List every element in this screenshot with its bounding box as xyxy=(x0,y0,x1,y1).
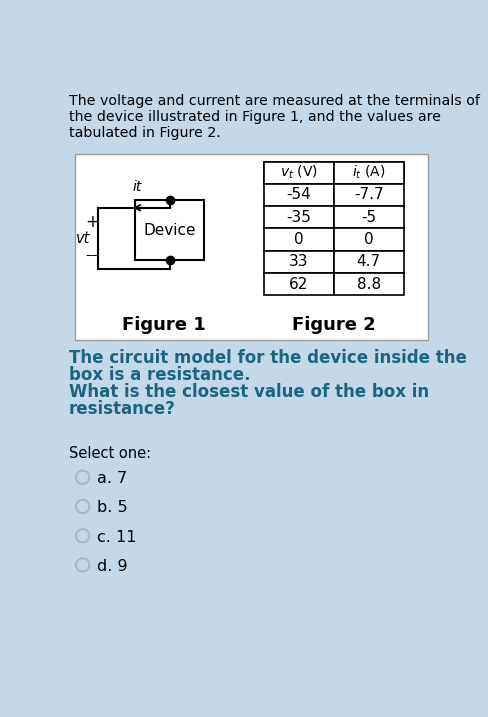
Text: a. 7: a. 7 xyxy=(97,471,127,486)
Bar xyxy=(334,273,404,295)
Bar xyxy=(264,273,334,295)
Bar xyxy=(75,154,427,340)
Text: -5: -5 xyxy=(361,210,376,225)
Text: 0: 0 xyxy=(364,232,373,247)
Text: 4.7: 4.7 xyxy=(357,255,381,270)
Text: 62: 62 xyxy=(289,277,308,292)
Text: 0: 0 xyxy=(294,232,304,247)
Circle shape xyxy=(78,473,88,483)
Circle shape xyxy=(76,558,90,572)
Text: Figure 2: Figure 2 xyxy=(292,316,376,334)
Text: -7.7: -7.7 xyxy=(354,187,384,202)
Text: -54: -54 xyxy=(286,187,311,202)
Circle shape xyxy=(79,503,86,510)
Bar xyxy=(334,184,404,206)
Text: ––: –– xyxy=(86,249,98,262)
Text: box is a resistance.: box is a resistance. xyxy=(69,366,250,384)
Circle shape xyxy=(79,474,86,480)
Text: 33: 33 xyxy=(289,255,309,270)
Text: b. 5: b. 5 xyxy=(97,500,127,516)
Bar xyxy=(264,206,334,229)
Text: The voltage and current are measured at the terminals of
the device illustrated : The voltage and current are measured at … xyxy=(69,94,480,140)
Text: vt: vt xyxy=(76,231,90,246)
Text: +: + xyxy=(85,212,99,231)
Circle shape xyxy=(79,532,86,539)
Text: $i_t$ (A): $i_t$ (A) xyxy=(352,164,386,181)
Circle shape xyxy=(76,500,90,513)
Bar xyxy=(334,206,404,229)
Circle shape xyxy=(76,470,90,484)
Circle shape xyxy=(78,501,88,511)
Text: Device: Device xyxy=(143,222,196,237)
Bar xyxy=(264,161,334,184)
Bar xyxy=(334,229,404,251)
Text: The circuit model for the device inside the: The circuit model for the device inside … xyxy=(69,349,467,367)
Text: Figure 1: Figure 1 xyxy=(122,316,206,334)
Bar xyxy=(334,161,404,184)
Circle shape xyxy=(76,529,90,543)
Bar xyxy=(135,200,204,260)
Text: $v_t$ (V): $v_t$ (V) xyxy=(280,164,318,181)
Bar xyxy=(264,184,334,206)
Circle shape xyxy=(79,561,86,569)
Bar xyxy=(264,251,334,273)
Text: Select one:: Select one: xyxy=(69,447,151,462)
Text: c. 11: c. 11 xyxy=(97,530,136,544)
Circle shape xyxy=(78,531,88,541)
Text: -35: -35 xyxy=(286,210,311,225)
Text: it: it xyxy=(132,180,142,194)
Bar xyxy=(264,229,334,251)
Text: resistance?: resistance? xyxy=(69,400,176,418)
Circle shape xyxy=(78,560,88,570)
Bar xyxy=(264,161,404,184)
Text: 8.8: 8.8 xyxy=(357,277,381,292)
Text: What is the closest value of the box in: What is the closest value of the box in xyxy=(69,384,429,402)
Bar xyxy=(334,251,404,273)
Text: d. 9: d. 9 xyxy=(97,559,127,574)
